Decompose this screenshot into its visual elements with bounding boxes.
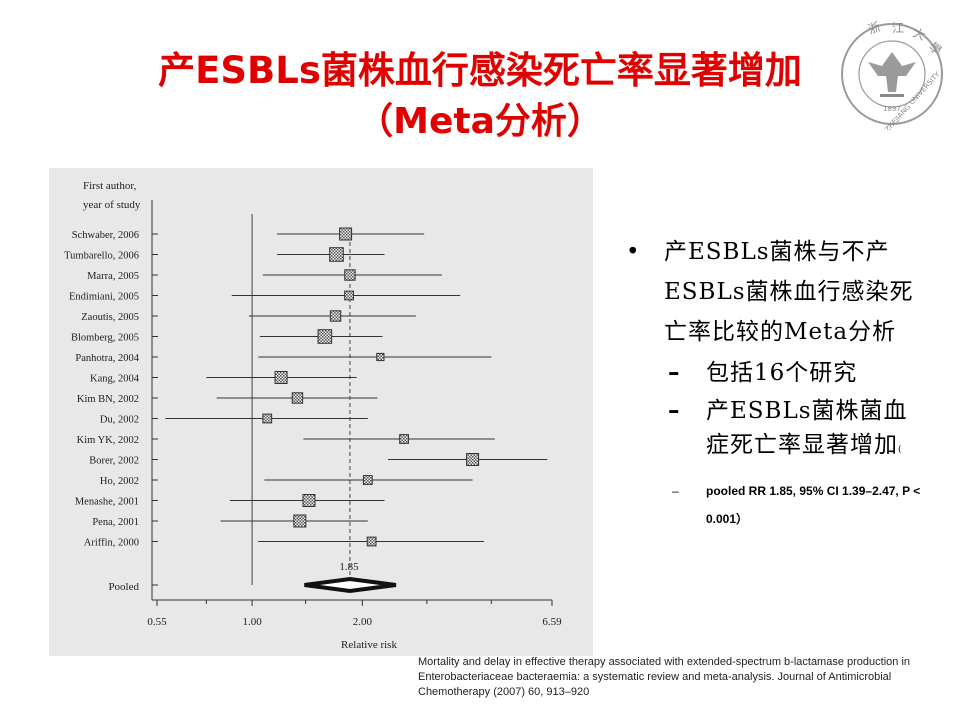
dash-icon: – bbox=[668, 360, 680, 386]
study-row: Borer, 2002 bbox=[89, 453, 548, 467]
bullet-sub1-text: 包括16个研究 bbox=[706, 360, 858, 386]
study-row: Kim BN, 2002 bbox=[77, 392, 378, 405]
bullet-main: • 产ESBLs菌株与不产ESBLs菌株血行感染死亡率比较的Meta分析 bbox=[620, 232, 950, 352]
bullet-list: • 产ESBLs菌株与不产ESBLs菌株血行感染死亡率比较的Meta分析 – 包… bbox=[620, 232, 950, 533]
bullet-sub3-text: pooled RR 1.85, 95% CI 1.39–2.47, P < 0.… bbox=[706, 484, 921, 526]
study-label: Du, 2002 bbox=[100, 415, 139, 426]
study-label: Blomberg, 2005 bbox=[71, 333, 139, 344]
bullet-sub2: – 产ESBLs菌株菌血症死亡率显著增加( bbox=[620, 394, 950, 467]
study-label: Zaoutis, 2005 bbox=[81, 312, 139, 323]
slide-title: 产ESBLs菌株血行感染死亡率显著增加 bbox=[158, 49, 802, 92]
x-axis-label: Relative risk bbox=[341, 639, 397, 651]
study-label: Kim BN, 2002 bbox=[77, 394, 139, 405]
point-estimate bbox=[274, 371, 288, 384]
point-estimate bbox=[329, 247, 344, 262]
svg-text:大: 大 bbox=[911, 26, 927, 43]
study-label: Ariffin, 2000 bbox=[84, 538, 139, 549]
pooled-value-label: 1.85 bbox=[339, 561, 359, 573]
pooled-estimate bbox=[152, 576, 397, 594]
study-row: Kang, 2004 bbox=[90, 371, 357, 385]
study-row: Schwaber, 2006 bbox=[72, 227, 425, 241]
point-estimate bbox=[362, 475, 373, 485]
x-tick-label: 1.00 bbox=[242, 616, 262, 628]
study-label: Kang, 2004 bbox=[90, 374, 140, 385]
bullet-sub1: – 包括16个研究 bbox=[620, 356, 950, 390]
point-estimate bbox=[262, 413, 273, 424]
x-tick-label: 0.55 bbox=[147, 616, 167, 628]
logo-year: 1897 bbox=[883, 105, 901, 113]
study-row: Endimiani, 2005 bbox=[69, 290, 461, 303]
point-estimate bbox=[302, 494, 316, 507]
forest-header-line1: First author, bbox=[83, 180, 137, 192]
study-row: Ariffin, 2000 bbox=[84, 536, 485, 549]
slide-subtitle: （Meta分析） bbox=[357, 101, 603, 142]
study-label: Borer, 2002 bbox=[89, 456, 139, 467]
study-rows: Schwaber, 2006 Tumbarello, 2006 Marra, 200… bbox=[64, 227, 548, 549]
study-row: Zaoutis, 2005 bbox=[81, 310, 416, 323]
point-estimate bbox=[291, 392, 304, 404]
zhejiang-university-logo-icon: 浙 江 大 學 1897 ZHEJIANG UNIVERSITY bbox=[841, 20, 944, 130]
study-label: Schwaber, 2006 bbox=[72, 230, 139, 241]
x-axis: 0.55 1.00 2.00 6.59 bbox=[147, 200, 562, 628]
point-estimate bbox=[329, 310, 342, 322]
study-label: Ho, 2002 bbox=[100, 476, 139, 487]
svg-text:浙: 浙 bbox=[866, 20, 882, 37]
study-label: Tumbarello, 2006 bbox=[64, 251, 139, 262]
bullet-sub2-tail: ( bbox=[898, 445, 903, 455]
bullet-main-text: 产ESBLs菌株与不产ESBLs菌株血行感染死亡率比较的Meta分析 bbox=[664, 239, 914, 345]
x-tick-label: 2.00 bbox=[353, 616, 373, 628]
study-row: Blomberg, 2005 bbox=[71, 329, 383, 344]
point-estimate bbox=[344, 269, 356, 281]
svg-text:學: 學 bbox=[926, 40, 944, 58]
study-label: Pena, 2001 bbox=[92, 517, 139, 528]
study-row: Menashe, 2001 bbox=[75, 494, 385, 508]
svg-text:江: 江 bbox=[892, 21, 904, 35]
bullet-sub3: – pooled RR 1.85, 95% CI 1.39–2.47, P < … bbox=[620, 477, 950, 533]
study-row: Du, 2002 bbox=[100, 413, 368, 426]
point-estimate bbox=[466, 453, 480, 466]
bullet-sub2-body: 产ESBLs菌株菌血症死亡率显著增加 bbox=[706, 398, 908, 458]
study-label: Panhotra, 2004 bbox=[75, 353, 139, 364]
study-label: Kim YK, 2002 bbox=[77, 435, 139, 446]
study-row: Tumbarello, 2006 bbox=[64, 247, 385, 262]
study-row: Marra, 2005 bbox=[87, 269, 442, 282]
study-label: Marra, 2005 bbox=[87, 271, 139, 282]
dash-icon: – bbox=[668, 398, 680, 424]
point-estimate bbox=[317, 329, 333, 344]
dash-icon: – bbox=[672, 484, 679, 498]
forest-plot: First author, year of study Pooled 1.85 … bbox=[49, 168, 593, 656]
pooled-label: Pooled bbox=[108, 581, 139, 593]
study-row: Panhotra, 2004 bbox=[75, 352, 492, 364]
study-label: Endimiani, 2005 bbox=[69, 292, 139, 303]
forest-header-line2: year of study bbox=[83, 199, 141, 211]
study-row: Ho, 2002 bbox=[100, 475, 473, 487]
point-estimate bbox=[399, 434, 409, 444]
point-estimate bbox=[376, 352, 385, 362]
point-estimate bbox=[293, 514, 307, 528]
bullet-sub2-text: 产ESBLs菌株菌血症死亡率显著增加( bbox=[706, 394, 916, 467]
point-estimate bbox=[344, 290, 354, 301]
study-row: Kim YK, 2002 bbox=[77, 434, 495, 446]
point-estimate bbox=[339, 227, 353, 241]
pooled-diamond bbox=[304, 576, 397, 594]
bullet-dot-icon: • bbox=[626, 239, 640, 265]
reference-caption: Mortality and delay in effective therapy… bbox=[418, 656, 911, 698]
study-label: Menashe, 2001 bbox=[75, 497, 139, 508]
point-estimate bbox=[366, 536, 377, 547]
study-row: Pena, 2001 bbox=[92, 514, 368, 528]
x-tick-label: 6.59 bbox=[542, 616, 562, 628]
